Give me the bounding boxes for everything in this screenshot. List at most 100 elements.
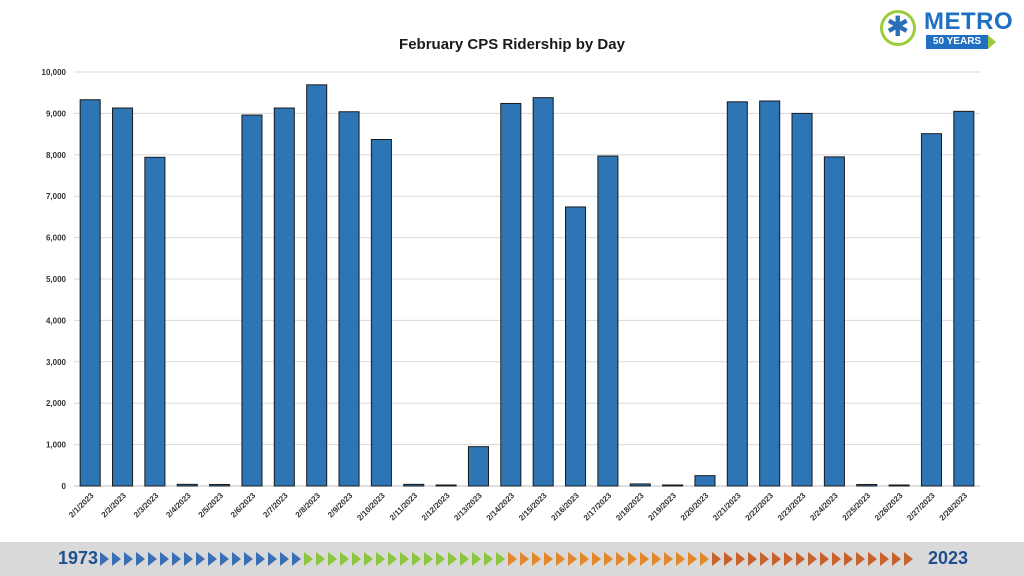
y-tick-label: 1,000 <box>46 441 67 450</box>
chevron-icon <box>232 552 241 566</box>
chevron-icon <box>844 552 853 566</box>
chevron-icon <box>196 552 205 566</box>
bar <box>565 206 587 487</box>
chevron-icon <box>364 552 373 566</box>
chevron-icon <box>100 552 109 566</box>
chevron-icon <box>760 552 769 566</box>
chevron-icon <box>424 552 433 566</box>
x-tick-label: 2/14/2023 <box>485 491 517 523</box>
chevron-icon <box>520 552 529 566</box>
chevron-icon <box>400 552 409 566</box>
y-tick-label: 0 <box>62 482 67 491</box>
y-tick-label: 7,000 <box>46 192 67 201</box>
chevron-icon <box>700 552 709 566</box>
x-tick-label: 2/15/2023 <box>517 491 549 523</box>
bar <box>403 483 425 487</box>
x-tick-label: 2/26/2023 <box>873 491 905 523</box>
x-tick-label: 2/12/2023 <box>420 491 452 523</box>
chevron-icon <box>184 552 193 566</box>
chevron-icon <box>124 552 133 566</box>
chevron-icon <box>484 552 493 566</box>
x-tick-label: 2/5/2023 <box>197 491 226 520</box>
bar <box>953 110 975 487</box>
bar <box>759 100 781 487</box>
x-tick-label: 2/3/2023 <box>132 491 161 520</box>
asterisk-icon: ✱ <box>886 11 910 42</box>
bar <box>338 111 360 487</box>
chevron-icon <box>472 552 481 566</box>
logo-arrow-icon <box>988 35 996 49</box>
x-tick-label: 2/18/2023 <box>614 491 646 523</box>
y-tick-label: 10,000 <box>42 68 67 77</box>
chevron-icon <box>448 552 457 566</box>
chevron-icon <box>352 552 361 566</box>
x-tick-label: 2/27/2023 <box>905 491 937 523</box>
chevron-icon <box>544 552 553 566</box>
x-tick-label: 2/4/2023 <box>164 491 193 520</box>
bar <box>79 99 101 487</box>
bar <box>273 107 295 487</box>
chevron-icon <box>256 552 265 566</box>
bar <box>112 107 134 487</box>
chevron-icon <box>532 552 541 566</box>
chevron-icon <box>388 552 397 566</box>
bar <box>726 101 748 487</box>
chevron-icon <box>868 552 877 566</box>
x-tick-label: 2/21/2023 <box>711 491 743 523</box>
x-tick-label: 2/16/2023 <box>549 491 581 523</box>
x-tick-label: 2/11/2023 <box>388 491 420 523</box>
x-tick-label: 2/28/2023 <box>938 491 970 523</box>
footer-banner: 1973 2023 <box>0 542 1024 576</box>
logo-badge: 50 YEARS <box>926 35 988 49</box>
bar <box>920 133 942 487</box>
chevron-icon <box>712 552 721 566</box>
bar <box>597 155 619 487</box>
bar <box>823 156 845 487</box>
chevron-icon <box>412 552 421 566</box>
bar <box>888 484 910 487</box>
chevron-icon <box>436 552 445 566</box>
chevron-icon <box>604 552 613 566</box>
chevron-icon <box>172 552 181 566</box>
bar <box>144 156 166 487</box>
logo-ring-icon <box>880 10 916 46</box>
chevron-icon <box>568 552 577 566</box>
chevron-icon <box>592 552 601 566</box>
y-tick-label: 8,000 <box>46 151 67 160</box>
chevron-icon <box>652 552 661 566</box>
chevron-icon <box>808 552 817 566</box>
chevron-icon <box>676 552 685 566</box>
x-tick-label: 2/24/2023 <box>808 491 840 523</box>
chevron-icon <box>856 552 865 566</box>
x-tick-label: 2/10/2023 <box>355 491 387 523</box>
x-tick-label: 2/9/2023 <box>326 491 355 520</box>
chevron-icon <box>136 552 145 566</box>
y-tick-label: 5,000 <box>46 275 67 284</box>
bar <box>306 84 328 487</box>
chevron-icon <box>772 552 781 566</box>
y-tick-label: 3,000 <box>46 358 67 367</box>
chevron-icon <box>892 552 901 566</box>
chevron-icon <box>112 552 121 566</box>
x-tick-label: 2/2/2023 <box>100 491 129 520</box>
chevron-icon <box>904 552 913 566</box>
x-tick-label: 2/25/2023 <box>841 491 873 523</box>
chevron-icon <box>628 552 637 566</box>
bar <box>370 138 392 487</box>
chevron-icon <box>688 552 697 566</box>
x-tick-label: 2/13/2023 <box>452 491 484 523</box>
chevron-icon <box>244 552 253 566</box>
metro-logo: ✱ METRO 50 YEARS <box>878 8 1014 52</box>
chevron-icon <box>304 552 313 566</box>
x-tick-label: 2/19/2023 <box>646 491 678 523</box>
chart-title: February CPS Ridership by Day <box>399 36 625 53</box>
chevron-icon <box>736 552 745 566</box>
chevron-icon <box>832 552 841 566</box>
chevron-icon <box>640 552 649 566</box>
chevron-icon <box>508 552 517 566</box>
chevron-icon <box>292 552 301 566</box>
chevron-icon <box>664 552 673 566</box>
chevron-icon <box>208 552 217 566</box>
y-tick-label: 9,000 <box>46 109 67 118</box>
